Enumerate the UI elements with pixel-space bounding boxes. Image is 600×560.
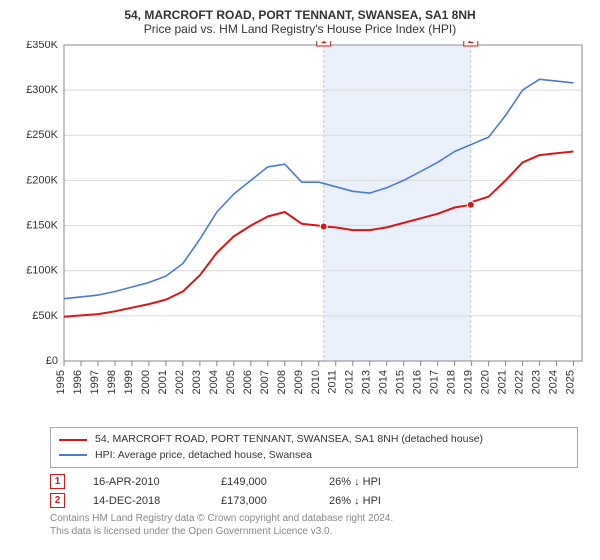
transactions-list: 1 16-APR-2010 £149,000 26% ↓ HPI 2 14-DEC-201… xyxy=(50,474,578,508)
svg-text:2002: 2002 xyxy=(174,370,186,394)
transaction-delta: 26% ↓ HPI xyxy=(329,495,381,507)
svg-text:2024: 2024 xyxy=(548,370,560,394)
line-chart-svg: £0 £50K £100K £150K £200K £250K £300K £350K 1995… xyxy=(10,41,590,423)
svg-text:2006: 2006 xyxy=(242,370,254,394)
svg-text:2: 2 xyxy=(468,41,474,46)
svg-text:2009: 2009 xyxy=(293,370,305,394)
svg-text:1: 1 xyxy=(321,41,327,46)
transaction-price: £173,000 xyxy=(221,495,301,507)
svg-text:£250K: £250K xyxy=(26,129,58,141)
legend-swatch xyxy=(59,454,87,456)
transaction-date: 14-DEC-2018 xyxy=(93,495,193,507)
svg-text:2014: 2014 xyxy=(378,370,390,394)
transaction-price: £149,000 xyxy=(221,476,301,488)
svg-text:2008: 2008 xyxy=(276,370,288,394)
svg-text:1998: 1998 xyxy=(106,370,118,394)
transaction-delta: 26% ↓ HPI xyxy=(329,476,381,488)
chart-plot-area: £0 £50K £100K £150K £200K £250K £300K £350K 1995… xyxy=(10,41,590,423)
svg-text:2017: 2017 xyxy=(429,370,441,394)
chart-subtitle: Price paid vs. HM Land Registry's House … xyxy=(10,22,590,36)
svg-text:2019: 2019 xyxy=(463,370,475,394)
svg-text:£300K: £300K xyxy=(26,84,58,96)
svg-text:£0: £0 xyxy=(46,355,58,367)
svg-text:1995: 1995 xyxy=(55,370,67,394)
transaction-marker: 1 xyxy=(50,474,65,489)
svg-text:1999: 1999 xyxy=(123,370,135,394)
chart-attribution: Contains HM Land Registry data © Crown c… xyxy=(50,512,578,538)
svg-text:2013: 2013 xyxy=(361,370,373,394)
chart-legend: 54, MARCROFT ROAD, PORT TENNANT, SWANSEA… xyxy=(50,427,578,469)
svg-text:2015: 2015 xyxy=(395,370,407,394)
svg-text:1997: 1997 xyxy=(89,370,101,394)
svg-text:2021: 2021 xyxy=(497,370,509,394)
svg-text:2010: 2010 xyxy=(310,370,322,394)
svg-text:£350K: £350K xyxy=(26,41,58,51)
attribution-line1: Contains HM Land Registry data © Crown c… xyxy=(50,512,578,525)
svg-text:2005: 2005 xyxy=(225,370,237,394)
svg-text:2025: 2025 xyxy=(565,370,577,394)
svg-text:2022: 2022 xyxy=(514,370,526,394)
svg-text:2001: 2001 xyxy=(157,370,169,394)
legend-item: 54, MARCROFT ROAD, PORT TENNANT, SWANSEA… xyxy=(59,432,569,448)
svg-text:2018: 2018 xyxy=(446,370,458,394)
svg-text:£150K: £150K xyxy=(26,219,58,231)
chart-title-address: 54, MARCROFT ROAD, PORT TENNANT, SWANSEA… xyxy=(10,8,590,22)
legend-label: HPI: Average price, detached house, Swan… xyxy=(95,448,312,464)
chart-container: 54, MARCROFT ROAD, PORT TENNANT, SWANSEA… xyxy=(0,0,600,560)
legend-item: HPI: Average price, detached house, Swan… xyxy=(59,448,569,464)
svg-text:2016: 2016 xyxy=(412,370,424,394)
svg-text:£200K: £200K xyxy=(26,174,58,186)
transaction-row: 2 14-DEC-2018 £173,000 26% ↓ HPI xyxy=(50,493,578,508)
svg-text:£50K: £50K xyxy=(32,310,58,322)
svg-text:2007: 2007 xyxy=(259,370,271,394)
legend-swatch xyxy=(59,439,87,441)
svg-text:2023: 2023 xyxy=(531,370,543,394)
legend-label: 54, MARCROFT ROAD, PORT TENNANT, SWANSEA… xyxy=(95,432,483,448)
transaction-row: 1 16-APR-2010 £149,000 26% ↓ HPI xyxy=(50,474,578,489)
transaction-marker: 2 xyxy=(50,493,65,508)
attribution-line2: This data is licensed under the Open Gov… xyxy=(50,525,578,538)
svg-text:2003: 2003 xyxy=(191,370,203,394)
svg-text:2000: 2000 xyxy=(140,370,152,394)
svg-text:2012: 2012 xyxy=(344,370,356,394)
transaction-date: 16-APR-2010 xyxy=(93,476,193,488)
svg-text:2011: 2011 xyxy=(327,370,339,394)
svg-text:2020: 2020 xyxy=(480,370,492,394)
svg-text:£100K: £100K xyxy=(26,264,58,276)
svg-text:2004: 2004 xyxy=(208,370,220,394)
svg-text:1996: 1996 xyxy=(72,370,84,394)
